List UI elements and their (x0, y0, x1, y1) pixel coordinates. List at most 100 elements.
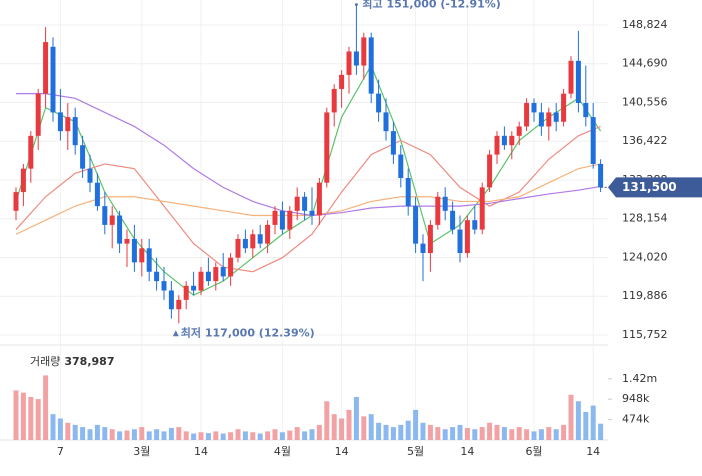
volume-bar (398, 424, 404, 440)
candle-body (183, 285, 189, 300)
volume-bar (124, 430, 130, 440)
y-tick-label: 119,886 (622, 289, 668, 302)
candle-body (139, 248, 145, 263)
volume-bar (35, 399, 41, 440)
candle-body (20, 168, 26, 193)
volume-bar (168, 427, 174, 440)
volume-bar (265, 431, 271, 440)
candle-body (87, 168, 93, 183)
volume-bar (250, 432, 256, 440)
candle-body (102, 206, 108, 225)
volume-bar (287, 430, 293, 440)
volume-bar (146, 431, 152, 440)
y-tick-label: 128,154 (622, 212, 668, 225)
candle-body (383, 112, 389, 132)
volume-bar (420, 422, 426, 440)
volume-bar (57, 418, 63, 440)
candle-body (13, 192, 19, 211)
candle-body (146, 248, 152, 272)
candle-body (28, 135, 34, 169)
x-tick-label: 14 (586, 445, 600, 458)
volume-bar (205, 433, 211, 440)
volume-bar (72, 424, 78, 440)
volume-bar (487, 422, 493, 440)
volume-bar (450, 427, 456, 440)
volume-bar (279, 432, 285, 440)
volume-bar (346, 409, 352, 440)
volume-bar (213, 431, 219, 440)
volume-bar (131, 429, 137, 440)
candle-body (538, 112, 544, 127)
volume-bar (531, 431, 537, 440)
candle-body (420, 243, 426, 253)
volume-bar (457, 424, 463, 440)
candle-body (35, 93, 41, 136)
volume-bar (568, 394, 574, 440)
volume-bar (538, 429, 544, 440)
candle-body (516, 126, 522, 136)
low-marker (172, 330, 179, 337)
candle-body (361, 37, 367, 66)
candle-body (561, 93, 567, 122)
volume-bar (353, 396, 359, 440)
volume-bar (20, 392, 26, 440)
candle-body (568, 60, 574, 94)
volume-bar (50, 414, 56, 440)
volume-bar (598, 423, 604, 440)
volume-bar (65, 422, 71, 440)
volume-title-text: 거래량 (30, 355, 60, 368)
candle-body (546, 112, 552, 127)
candle-body (109, 215, 115, 225)
volume-bar (94, 424, 100, 440)
candle-body (487, 154, 493, 188)
candle-body (257, 234, 263, 244)
candle-body (413, 206, 419, 244)
candle-body (479, 187, 485, 230)
volume-bar (294, 427, 300, 440)
candle-body (43, 42, 49, 94)
candle-body (302, 196, 308, 211)
candle-body (450, 210, 456, 230)
volume-bar (220, 433, 226, 440)
candle-body (553, 112, 559, 122)
candle-body (583, 103, 589, 118)
x-tick-label: 5월 (407, 445, 424, 458)
x-tick-label: 3월 (133, 445, 150, 458)
candle-body (228, 257, 234, 277)
volume-bar (242, 431, 248, 440)
volume-bar (324, 401, 330, 440)
volume-bar (472, 429, 478, 440)
volume-bar (368, 414, 374, 440)
candle-body (57, 112, 63, 132)
candle-body (294, 196, 300, 211)
volume-bar (442, 429, 448, 440)
y-tick-label: 148,824 (622, 18, 668, 31)
volume-bar (331, 414, 337, 440)
candle-body (94, 182, 100, 207)
candle-body (501, 135, 507, 146)
volume-bar (183, 431, 189, 440)
volume-bar (102, 427, 108, 440)
volume-bar (390, 427, 396, 440)
volume-bar (109, 429, 115, 440)
candle-body (309, 210, 315, 216)
volume-bar (546, 427, 552, 440)
candle-body (250, 234, 256, 249)
y-tick-label: 140,556 (622, 95, 668, 108)
candle-body (272, 210, 278, 225)
candle-body (435, 196, 441, 225)
candle-body (390, 131, 396, 155)
volume-bar (383, 424, 389, 440)
volume-bar (413, 409, 419, 440)
candle-body (339, 74, 345, 89)
candle-body (235, 238, 241, 258)
y-tick-label: 124,020 (622, 250, 668, 263)
volume-bar (309, 429, 315, 440)
last-price-badge (608, 177, 702, 198)
volume-bar (435, 427, 441, 440)
volume-bar (43, 375, 49, 440)
volume-bar (176, 427, 182, 440)
x-tick-label: 14 (194, 445, 208, 458)
volume-bar (87, 429, 93, 440)
